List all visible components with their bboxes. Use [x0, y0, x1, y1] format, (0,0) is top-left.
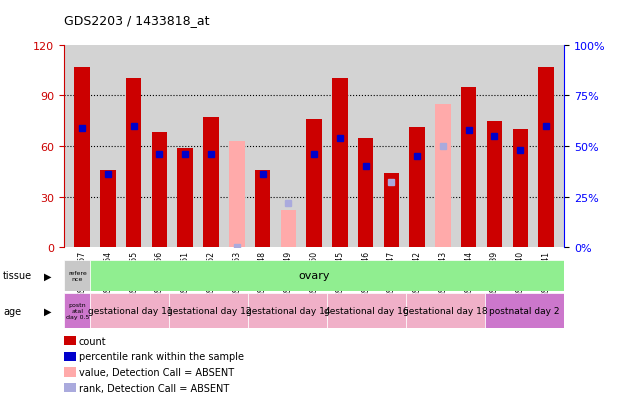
Text: gestational day 14: gestational day 14: [246, 306, 330, 315]
Bar: [248, 293, 328, 328]
Bar: [90, 293, 169, 328]
Text: refere
nce: refere nce: [68, 270, 87, 281]
Text: percentile rank within the sample: percentile rank within the sample: [79, 351, 244, 361]
Bar: [74, 67, 90, 248]
Bar: [64, 293, 90, 328]
Bar: [538, 67, 554, 248]
Text: gestational day 18: gestational day 18: [403, 306, 488, 315]
Bar: [358, 138, 373, 248]
Bar: [229, 142, 244, 248]
Text: tissue: tissue: [3, 271, 32, 281]
Bar: [255, 170, 271, 248]
Bar: [152, 133, 167, 248]
Bar: [126, 79, 142, 248]
Bar: [281, 211, 296, 248]
Text: count: count: [79, 336, 106, 346]
Bar: [178, 148, 193, 248]
Text: postn
atal
day 0.5: postn atal day 0.5: [65, 302, 89, 319]
Text: ▶: ▶: [44, 271, 51, 281]
Bar: [410, 128, 425, 248]
Text: GDS2203 / 1433818_at: GDS2203 / 1433818_at: [64, 14, 210, 27]
Bar: [203, 118, 219, 248]
Text: postnatal day 2: postnatal day 2: [489, 306, 560, 315]
Bar: [435, 104, 451, 248]
Bar: [485, 293, 564, 328]
Bar: [64, 260, 90, 291]
Bar: [487, 121, 503, 248]
Bar: [384, 173, 399, 248]
Text: gestational day 16: gestational day 16: [324, 306, 409, 315]
Bar: [328, 293, 406, 328]
Bar: [461, 88, 476, 248]
Bar: [406, 293, 485, 328]
Text: value, Detection Call = ABSENT: value, Detection Call = ABSENT: [79, 367, 234, 377]
Text: gestational day 12: gestational day 12: [167, 306, 251, 315]
Bar: [513, 130, 528, 248]
Bar: [332, 79, 347, 248]
Text: ovary: ovary: [298, 271, 330, 281]
Text: gestational day 11: gestational day 11: [88, 306, 172, 315]
Bar: [169, 293, 248, 328]
Bar: [306, 120, 322, 248]
Bar: [100, 170, 115, 248]
Text: rank, Detection Call = ABSENT: rank, Detection Call = ABSENT: [79, 383, 229, 393]
Text: ▶: ▶: [44, 306, 51, 316]
Text: age: age: [3, 306, 21, 316]
